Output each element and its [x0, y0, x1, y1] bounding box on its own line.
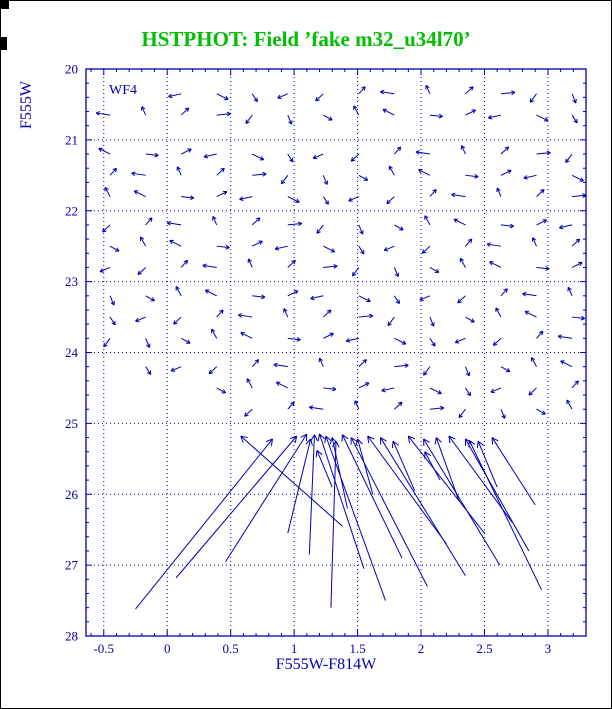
x-axis-label: F555W-F814W — [276, 656, 377, 673]
x-tick-label: 1.5 — [349, 641, 365, 656]
y-tick-label: 21 — [65, 132, 78, 147]
gridlines — [86, 69, 586, 636]
y-tick-label: 20 — [65, 62, 78, 77]
y-axis-label: F555W — [18, 80, 35, 129]
chart-title: HSTPHOT: Field ’fake m32_u34l70’ — [141, 27, 470, 51]
long-outlier-arrows — [135, 433, 543, 610]
small-error-arrows — [95, 84, 587, 419]
x-tick-label: 0.5 — [223, 641, 239, 656]
tick-labels: -0.5 0 0.5 1 1.5 2 2.5 3 20 21 22 23 24 25 26 27 28 — [65, 62, 551, 657]
edge-artifact-mark — [1, 37, 7, 50]
chip-label-wf4: WF4 — [109, 83, 137, 98]
x-tick-label: 0 — [164, 641, 171, 656]
x-tick-label: 2.5 — [476, 641, 492, 656]
x-tick-label: 2 — [418, 641, 425, 656]
x-tick-label: -0.5 — [93, 641, 114, 656]
y-tick-label: 23 — [65, 274, 78, 289]
y-tick-label: 28 — [65, 629, 78, 644]
plot-frame — [85, 68, 587, 637]
y-tick-label: 25 — [65, 416, 78, 431]
corner-artifact-mark — [1, 1, 9, 9]
x-tick-label: 1 — [291, 641, 298, 656]
y-tick-label: 27 — [65, 558, 79, 573]
x-tick-label: 3 — [545, 641, 552, 656]
y-tick-label: 22 — [65, 203, 78, 218]
y-tick-label: 26 — [65, 487, 79, 502]
y-tick-label: 24 — [65, 345, 79, 360]
